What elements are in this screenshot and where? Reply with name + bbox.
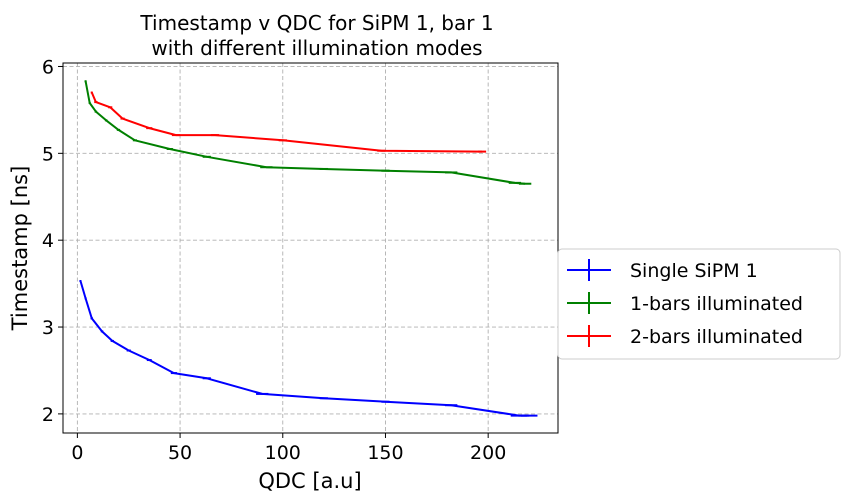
y-axis-label: Timestamp [ns] <box>8 166 32 332</box>
series-line <box>90 92 483 153</box>
series-1 <box>79 280 538 417</box>
legend-item: Single SiPM 1 <box>567 259 758 282</box>
series-2 <box>84 80 532 185</box>
series-line <box>79 280 530 417</box>
x-axis-label: QDC [a.u] <box>258 469 361 493</box>
y-tick-label: 4 <box>42 230 54 252</box>
y-tick-label: 5 <box>42 143 54 165</box>
x-tick-label: 200 <box>470 442 506 464</box>
x-tick-label: 0 <box>71 442 83 464</box>
chart-title-line-1: Timestamp v QDC for SiPM 1, bar 1 <box>139 11 493 35</box>
x-tick-label: 50 <box>168 442 192 464</box>
series-3 <box>90 91 487 153</box>
legend-label: Single SiPM 1 <box>630 260 758 282</box>
legend-box <box>557 248 841 360</box>
legend-item: 1-bars illuminated <box>567 292 803 315</box>
x-tick-label: 100 <box>265 442 301 464</box>
y-tick-label: 6 <box>42 56 54 78</box>
axis-ticks: 0 50 100 150 200 2 3 4 5 6 <box>42 56 506 464</box>
x-tick-label: 150 <box>367 442 403 464</box>
plot-area <box>62 62 559 434</box>
series-layer <box>79 80 538 417</box>
legend-label: 2-bars illuminated <box>630 326 803 348</box>
legend-label: 1-bars illuminated <box>630 293 803 315</box>
series-line <box>84 81 526 185</box>
y-tick-label: 3 <box>42 317 54 339</box>
legend-item: 2-bars illuminated <box>567 325 803 348</box>
grid <box>63 63 558 433</box>
chart-title-line-2: with different illumination modes <box>151 36 482 60</box>
legend: Single SiPM 1 1-bars illuminated 2-bars il… <box>557 248 841 360</box>
y-tick-label: 2 <box>42 404 54 426</box>
